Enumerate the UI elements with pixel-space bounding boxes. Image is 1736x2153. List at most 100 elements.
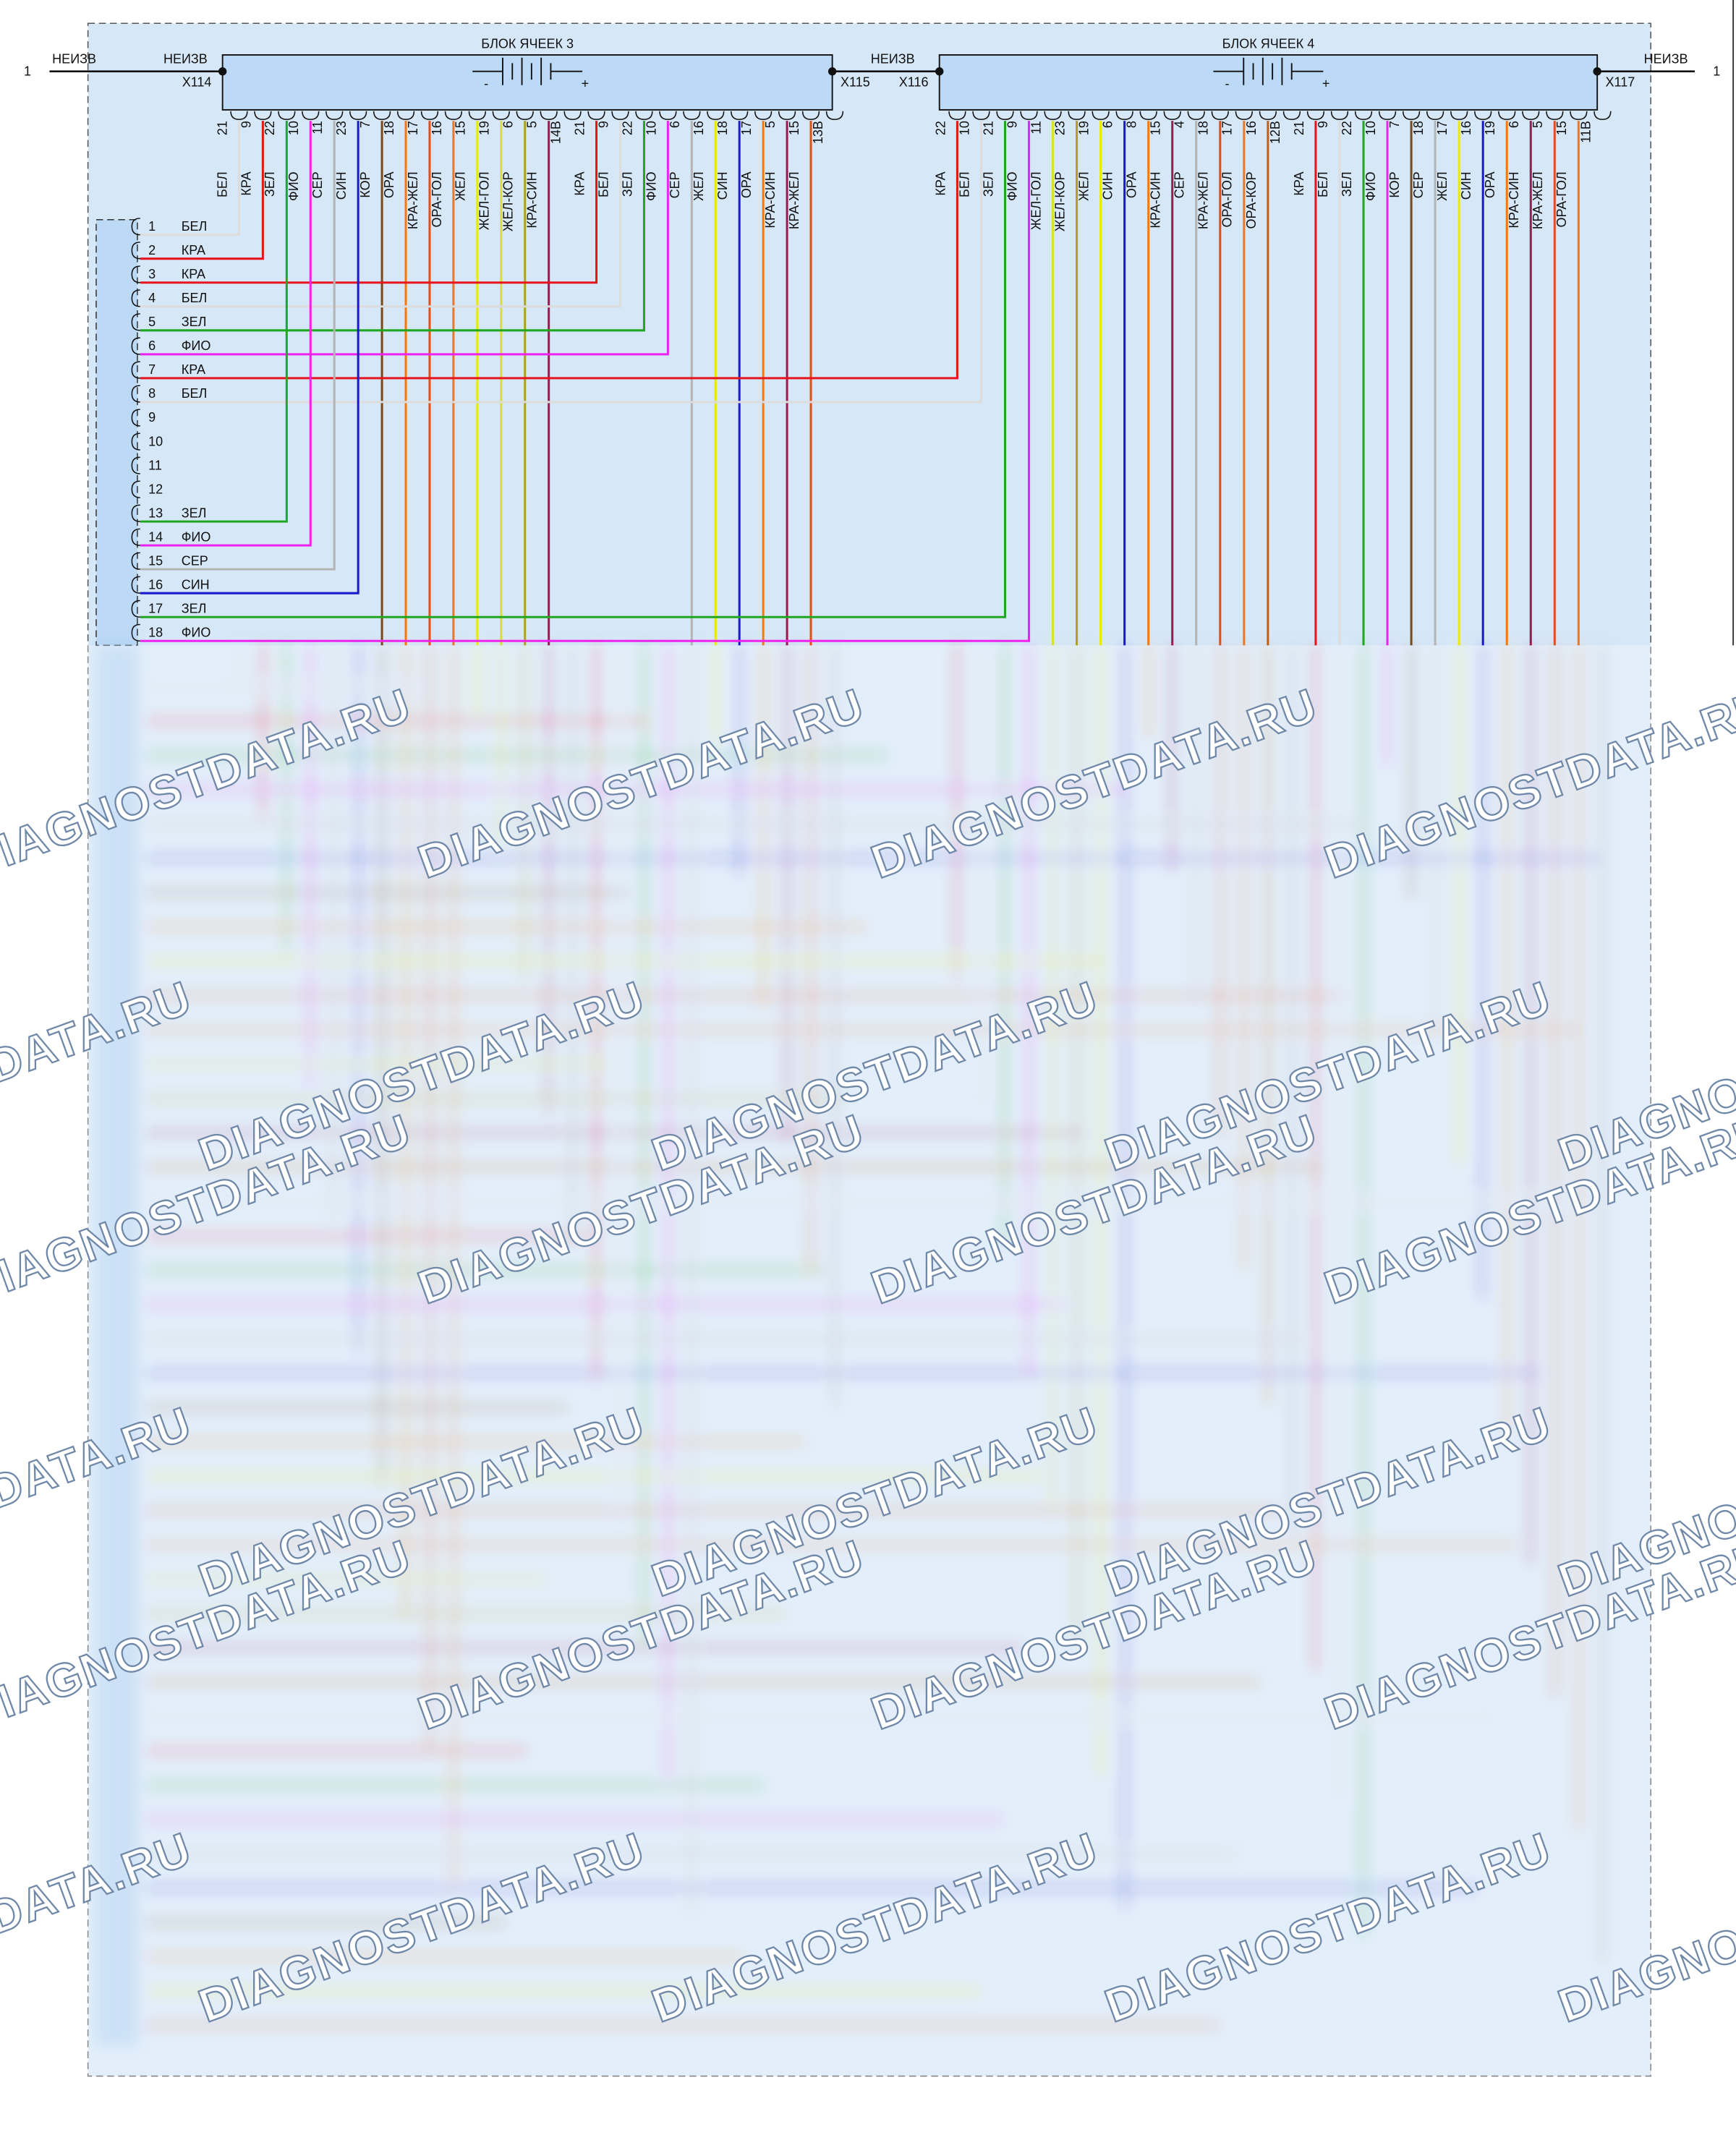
row-wire: ЗЕЛ <box>182 602 207 616</box>
pin-hook <box>349 111 367 120</box>
row-number: 13 <box>148 506 163 520</box>
pin-number: 22 <box>1340 121 1354 135</box>
wire <box>140 121 264 260</box>
link-label: НЕИЗВ <box>871 51 915 66</box>
wire <box>140 121 312 547</box>
pin-number: 23 <box>334 121 349 135</box>
connector-strip <box>95 219 138 647</box>
pin-number: 5 <box>1531 121 1545 128</box>
row-number: 3 <box>148 267 156 281</box>
components: 1 НЕИЗВ 1 НЕИЗВ НЕИЗВ БЛОК ЯЧЕЕК 3 - + НЕИЗВ X114… <box>24 36 1720 647</box>
wire-label: ЗЕЛ <box>620 171 634 197</box>
pin-number: 16 <box>430 121 444 135</box>
pin-hook <box>1498 111 1516 120</box>
wire-label: ЖЕЛ-КОР <box>1052 171 1067 231</box>
block-title: БЛОК ЯЧЕЕК 3 <box>481 36 574 51</box>
pin-hook <box>972 111 990 120</box>
pin-hook <box>996 111 1014 120</box>
pin-number: 9 <box>596 121 610 128</box>
wire-label: ФИО <box>1005 171 1019 201</box>
row-number: 7 <box>148 362 156 377</box>
pin-hook <box>230 111 248 120</box>
pin-hook <box>1306 111 1325 120</box>
pin-hook <box>1115 111 1133 120</box>
pin-number: 18 <box>1411 121 1426 135</box>
pin-number: 6 <box>668 121 682 128</box>
pin-hook <box>1426 111 1444 120</box>
row-wire: СИН <box>182 577 210 592</box>
wire-label: БЕЛ <box>596 171 610 197</box>
row-wire: ФИО <box>182 626 211 640</box>
pin-number: 5 <box>763 121 778 128</box>
pin-number: 7 <box>358 121 373 128</box>
pin-hook <box>396 111 415 120</box>
row-wire: ФИО <box>182 338 211 353</box>
wire-label: КРА-ЖЕЛ <box>1196 171 1211 229</box>
pin-hook <box>302 111 320 120</box>
pin-number: 19 <box>477 121 492 135</box>
wire-label: ОРА-ГОЛ <box>1554 171 1569 227</box>
pin-number: 18 <box>715 121 730 135</box>
wire-label: ФИО <box>644 171 658 201</box>
connector-strip-blurred <box>95 645 137 2046</box>
wire-label: БЕЛ <box>957 171 971 197</box>
row-hook <box>131 552 140 570</box>
pin-number: 13В <box>811 121 825 144</box>
frame <box>87 22 1651 2077</box>
pin-hook <box>1020 111 1038 120</box>
pin-hook <box>611 111 629 120</box>
wire-label: ЖЕЛ <box>692 171 706 200</box>
wire <box>140 121 645 332</box>
blurred-area <box>95 645 1604 2046</box>
pin-hook <box>587 111 605 120</box>
row-hook <box>131 409 140 427</box>
wire <box>140 121 958 380</box>
row-wire: ФИО <box>182 529 211 544</box>
pin-hook <box>707 111 725 120</box>
block-label: НЕИЗВ <box>163 51 208 66</box>
row-wire: БЕЛ <box>182 291 208 305</box>
pin-number: 9 <box>239 121 253 128</box>
pin-number: 17 <box>1435 121 1450 135</box>
wire-label: КРА <box>239 171 253 195</box>
wire-label: КРА <box>572 171 587 195</box>
pin-hook <box>254 111 272 120</box>
terminal-label: НЕИЗВ <box>52 51 96 66</box>
pin-hook <box>659 111 677 120</box>
row-number: 1 <box>148 219 156 234</box>
wire-label: КРА-ЖЕЛ <box>406 171 420 229</box>
pin-hook <box>1068 111 1086 120</box>
pin-hook <box>801 111 820 120</box>
wire <box>140 121 669 356</box>
row-hook <box>131 504 140 522</box>
pin-number: 5 <box>525 121 540 128</box>
pin-hook <box>1378 111 1397 120</box>
pin-number: 21 <box>215 121 229 135</box>
pin-number: 9 <box>1316 121 1330 128</box>
pin-hook <box>948 111 966 120</box>
wire-label: СЕР <box>668 171 682 198</box>
pin-number: 16 <box>1459 121 1473 135</box>
wire-label: КРА-СИН <box>763 171 778 228</box>
row-hook <box>131 385 140 403</box>
wire-label: ЖЕЛ-КОР <box>501 171 516 231</box>
pin-hook <box>1044 111 1062 120</box>
pin-hook <box>1211 111 1229 120</box>
row-wire: КРА <box>182 267 205 281</box>
wire-label: ОРА <box>739 171 754 198</box>
pin-hook <box>468 111 487 120</box>
wire-label: КРА-ЖЕЛ <box>787 171 801 229</box>
wire-label: КРА-ЖЕЛ <box>1531 171 1545 229</box>
wire-label: ЖЕЛ <box>1077 171 1092 200</box>
row-hook <box>131 242 140 260</box>
wire-label: ОРА <box>1483 171 1497 198</box>
pin-number: 21 <box>981 121 995 135</box>
blur-veil <box>0 645 1736 2153</box>
row-number: 10 <box>148 434 163 448</box>
wire-label: СЕР <box>1173 171 1187 198</box>
row-hook <box>131 289 140 307</box>
row-wire: ЗЕЛ <box>182 506 207 520</box>
pin-number: 22 <box>263 121 277 135</box>
